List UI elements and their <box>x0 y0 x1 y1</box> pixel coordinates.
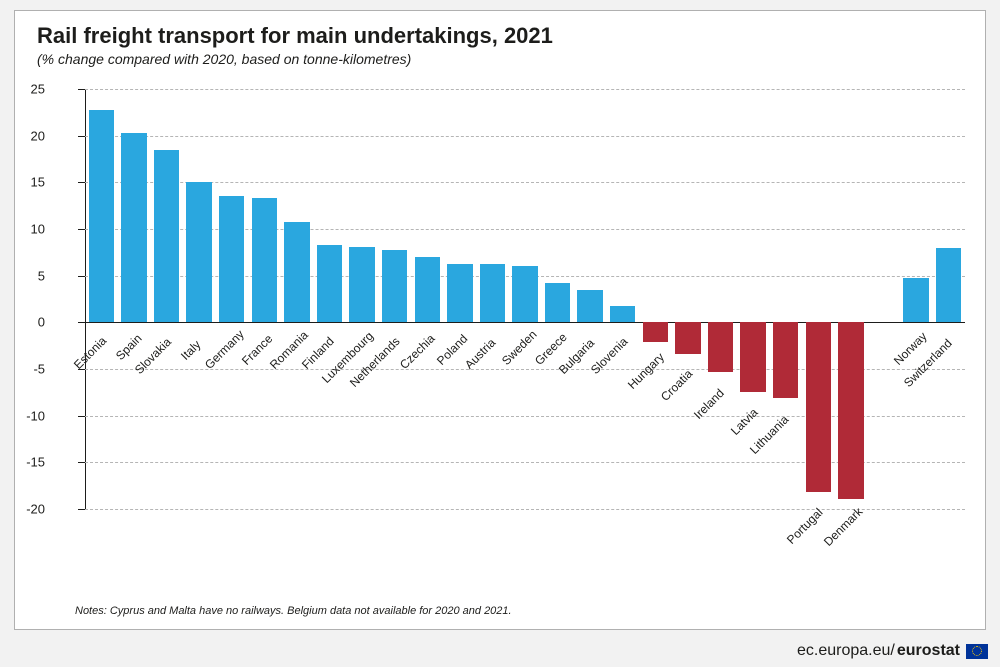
bars-group <box>85 89 965 509</box>
bar <box>610 306 635 323</box>
bar <box>708 322 733 371</box>
y-axis-label: 20 <box>0 128 45 143</box>
bar <box>219 196 244 322</box>
bar <box>154 150 179 323</box>
bar <box>89 110 114 323</box>
bar <box>349 247 374 323</box>
y-axis-label: -10 <box>0 408 45 423</box>
y-tick <box>78 89 85 90</box>
y-axis-label: -15 <box>0 455 45 470</box>
y-tick <box>78 322 85 323</box>
footer-source: ec.europa.eu/eurostat <box>797 635 1000 667</box>
y-tick <box>78 136 85 137</box>
eu-flag-icon <box>966 644 988 659</box>
y-axis-label: 15 <box>0 175 45 190</box>
bar <box>545 283 570 322</box>
bar <box>936 248 961 323</box>
y-tick <box>78 229 85 230</box>
gridline <box>85 509 965 510</box>
bar <box>480 264 505 322</box>
bar <box>740 322 765 392</box>
bar <box>186 182 211 322</box>
chart-subtitle: (% change compared with 2020, based on t… <box>15 49 985 67</box>
y-axis-label: 10 <box>0 222 45 237</box>
chart-title: Rail freight transport for main undertak… <box>15 11 985 49</box>
bar <box>252 198 277 322</box>
y-tick <box>78 509 85 510</box>
bar <box>675 322 700 354</box>
bar <box>415 257 440 322</box>
bar <box>773 322 798 398</box>
y-tick <box>78 276 85 277</box>
bar <box>903 278 928 322</box>
y-tick <box>78 462 85 463</box>
bar <box>317 245 342 322</box>
bar <box>577 290 602 323</box>
y-axis-label: 25 <box>0 82 45 97</box>
chart-notes: Notes: Cyprus and Malta have no railways… <box>75 605 512 617</box>
bar <box>806 322 831 492</box>
footer-bold: eurostat <box>897 642 960 660</box>
footer-text: ec.europa.eu/ <box>797 642 895 660</box>
y-axis-label: -5 <box>0 362 45 377</box>
y-tick <box>78 416 85 417</box>
chart-card: Rail freight transport for main undertak… <box>14 10 986 630</box>
bar <box>643 322 668 342</box>
bar <box>447 264 472 323</box>
x-axis-label: Denmark <box>821 504 865 548</box>
plot-area <box>85 89 965 509</box>
y-tick <box>78 182 85 183</box>
y-axis-label: 0 <box>0 315 45 330</box>
x-axis-label: Portugal <box>784 505 826 547</box>
bar <box>838 322 863 498</box>
y-axis-label: 5 <box>0 268 45 283</box>
bar <box>284 222 309 323</box>
bar <box>512 266 537 322</box>
bar <box>121 133 146 322</box>
y-axis-label: -20 <box>0 502 45 517</box>
bar <box>382 250 407 323</box>
